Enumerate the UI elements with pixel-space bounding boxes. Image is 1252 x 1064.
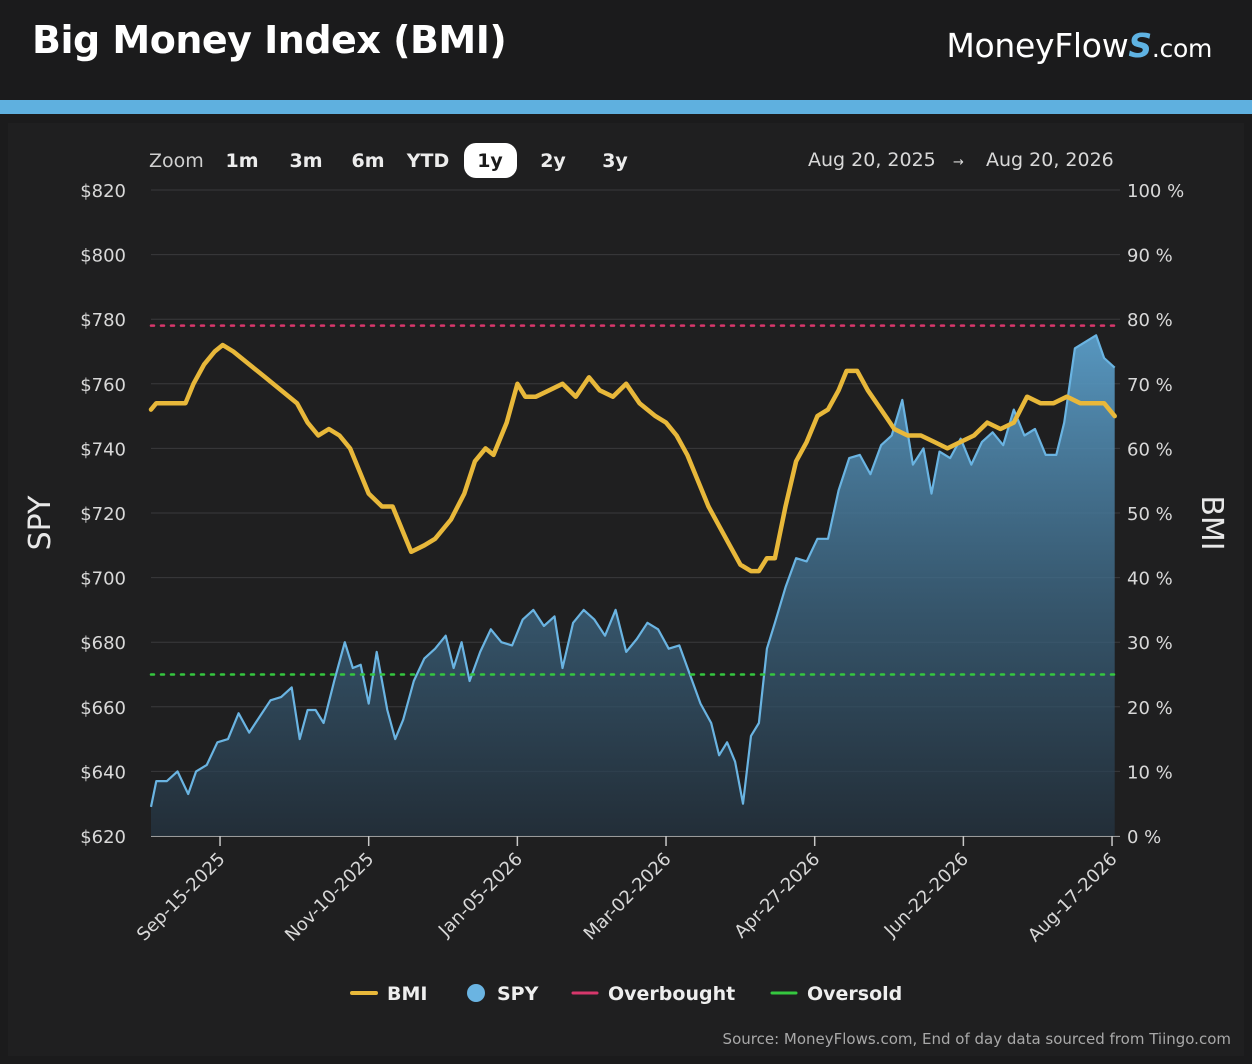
legend-label: BMI	[387, 983, 427, 1005]
date-to[interactable]: Aug 20, 2026	[986, 149, 1114, 171]
accent-bar	[0, 100, 1252, 114]
zoom-label: Zoom	[149, 150, 204, 172]
zoom-2y-button[interactable]: 2y	[540, 150, 566, 172]
header-bar: Big Money Index (BMI) MoneyFlowS.com	[0, 0, 1252, 100]
legend-label: Overbought	[608, 983, 735, 1005]
x-tick-label: Sep-15-2025	[133, 849, 230, 946]
zoom-6m-button[interactable]: 6m	[351, 150, 384, 172]
zoom-1m-button[interactable]: 1m	[225, 150, 258, 172]
legend-swatch	[467, 984, 485, 1002]
x-axis-ticks: Sep-15-2025 Nov-10-2025 Jan-05-2026 Mar-02-…	[133, 836, 1122, 946]
zoom-1y-button[interactable]: 1y	[477, 150, 503, 172]
y-right-tick-label: 70 %	[1127, 375, 1173, 396]
y-left-tick-label: $680	[80, 633, 126, 654]
spy-area	[151, 335, 1115, 836]
y-right-tick-label: 30 %	[1127, 633, 1173, 654]
x-tick-label: Jan-05-2026	[434, 849, 527, 942]
y-right-tick-label: 0 %	[1127, 827, 1161, 848]
y-left-tick-label: $620	[80, 827, 126, 848]
y-left-tick-label: $740	[80, 439, 126, 460]
zoom-3m-button[interactable]: 3m	[289, 150, 322, 172]
y-right-tick-label: 50 %	[1127, 504, 1173, 525]
x-tick-label: Nov-10-2025	[281, 849, 378, 946]
y-left-tick-label: $820	[80, 181, 126, 202]
x-tick-label: Aug-17-2026	[1024, 849, 1121, 946]
y-left-ticks: $820 $800 $780 $760 $740 $720 $700 $680 $660 $640…	[80, 181, 126, 848]
y-right-axis-label: BMI	[1194, 495, 1229, 550]
y-right-tick-label: 40 %	[1127, 569, 1173, 590]
zoom-1y-bg	[464, 143, 517, 178]
y-right-tick-label: 60 %	[1127, 439, 1173, 460]
zoom-3y-button[interactable]: 3y	[602, 150, 628, 172]
y-right-tick-label: 20 %	[1127, 698, 1173, 719]
legend-item-overbought[interactable]: Overbought	[571, 983, 735, 1005]
y-right-tick-label: 100 %	[1127, 181, 1184, 202]
x-tick-label: Mar-02-2026	[580, 849, 676, 945]
zoom-ytd-button[interactable]: YTD	[406, 150, 450, 172]
y-left-tick-label: $720	[80, 504, 126, 525]
y-left-tick-label: $800	[80, 246, 126, 267]
legend-label: Oversold	[807, 983, 902, 1005]
page-title: Big Money Index (BMI)	[32, 18, 507, 62]
chart-panel: Zoom 1m 3m 6m YTD 1y 2y 3y Aug 20, 2025 → Aug …	[8, 123, 1244, 1056]
brand-logo[interactable]: MoneyFlowS.com	[946, 26, 1212, 65]
y-right-tick-label: 90 %	[1127, 246, 1173, 267]
bmi-line	[148, 342, 1117, 574]
date-arrow: →	[953, 155, 964, 170]
zoom-buttons: 1m 3m 6m YTD 1y 2y 3y	[225, 143, 628, 178]
brand-name: MoneyFlow	[946, 26, 1129, 65]
source-note: Source: MoneyFlows.com, End of day data …	[723, 1030, 1231, 1048]
y-left-tick-label: $640	[80, 762, 126, 783]
x-tick-label: Apr-27-2026	[730, 849, 824, 943]
legend-item-spy[interactable]: SPY	[467, 983, 539, 1005]
y-left-tick-label: $660	[80, 698, 126, 719]
chart-svg: Zoom 1m 3m 6m YTD 1y 2y 3y Aug 20, 2025 → Aug …	[23, 143, 1231, 1048]
y-right-tick-label: 80 %	[1127, 310, 1173, 331]
spy-line	[149, 334, 1116, 808]
legend-item-oversold[interactable]: Oversold	[770, 983, 902, 1005]
y-left-tick-label: $760	[80, 375, 126, 396]
y-left-tick-label: $700	[80, 569, 126, 590]
y-left-axis-label: SPY	[23, 495, 58, 550]
x-tick-label: Jun-22-2026	[880, 849, 973, 942]
legend-item-bmi[interactable]: BMI	[350, 983, 427, 1005]
y-right-tick-label: 10 %	[1127, 762, 1173, 783]
brand-domain: .com	[1151, 34, 1212, 63]
y-left-tick-label: $780	[80, 310, 126, 331]
brand-mark: S	[1128, 26, 1152, 65]
date-from[interactable]: Aug 20, 2025	[808, 149, 936, 171]
legend-label: SPY	[497, 983, 539, 1005]
legend: BMI SPY Overbought Oversold	[350, 983, 902, 1005]
y-right-ticks: 100 % 90 % 80 % 70 % 60 % 50 % 40 % 30 % 20 % 10 …	[1127, 181, 1184, 848]
